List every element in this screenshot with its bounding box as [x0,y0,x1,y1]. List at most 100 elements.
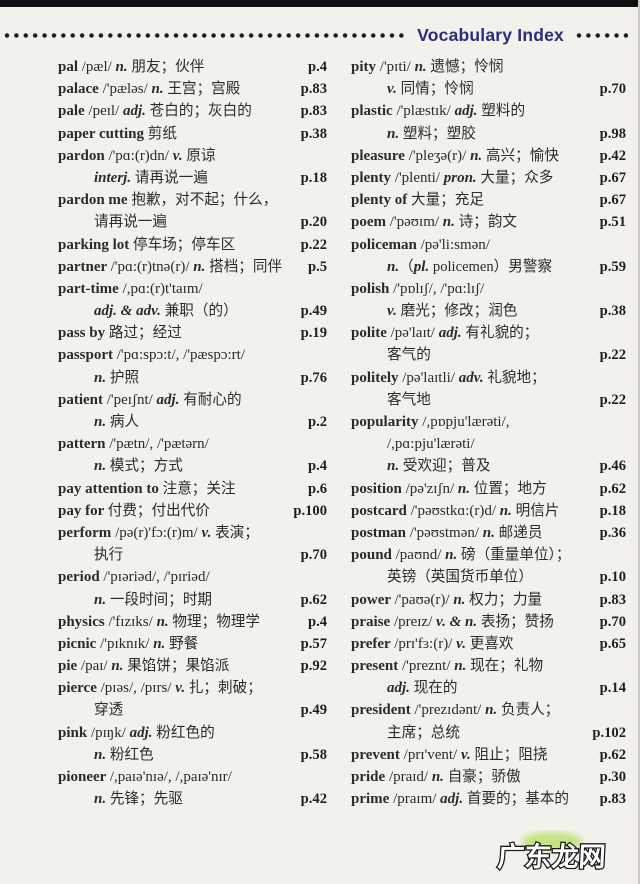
part-of-speech: n. [94,414,110,430]
vocab-entry-text: adj. 现在的 [351,677,457,699]
headword: pleasure [351,147,409,164]
headword: pie [58,658,81,675]
chinese-gloss: 现在；礼物 [470,658,544,675]
vocab-entry-text: n.（pl. policemen）男警察 [351,256,552,278]
chinese-gloss: 一段时间；时期 [109,591,213,608]
vocab-entry-text: patient /'peɪʃnt/ adj. 有耐心的 [58,389,242,411]
part-of-speech: n. [94,458,110,475]
phonetic: /'peɪʃnt/ [106,391,157,408]
headword: pity [351,59,380,75]
chinese-gloss: 抱歉，对不起；什么， [131,192,278,209]
phonetic: /'pɪəriəd/, /'pɪriəd/ [103,569,210,586]
vocab-entry-text: pity /'pɪti/ n. 遗憾；怜悯 [351,56,503,78]
headword: pound [351,547,396,564]
chinese-gloss: 更喜欢 [469,635,514,652]
vocab-line: pardon /'pɑ:(r)dn/ v. 原谅 [58,145,327,167]
vocab-entry-text: postman /'pəʊstmən/ n. 邮递员 [351,522,542,544]
vocab-entry-text: v. 同情；怜悯 [351,78,474,100]
headword: pattern [58,436,110,453]
vocab-entry-text: policeman /pə'li:smən/ [351,234,490,256]
chinese-gloss: 客气的 [387,347,431,364]
vocab-entry-text: n. 护照 [58,367,139,389]
headword: pass by [58,325,109,342]
page-number: p.67 [599,192,626,209]
vocab-entry-text: politely /pə'laɪtli/ adv. 礼貌地； [351,367,546,389]
phonetic: /pɪəs/, /pɪrs/ [100,680,176,697]
page-number: p.98 [599,125,626,142]
part-of-speech: v. [201,524,216,541]
vocab-entry-text: part-time /,pɑ:(r)t'taɪm/ [58,278,203,300]
headword: parking lot [58,236,134,253]
phonetic: /pə(r)'fɔ:(r)m/ [115,524,202,541]
phonetic: /'pætn/, /'pætərn/ [109,436,209,453]
vocab-line: prime /praɪm/ adj. 首要的；基本的 p.83 [351,788,626,810]
vocab-line: pal /pæl/ n. 朋友；伙伴 p.4 [58,56,327,78]
vocab-line: prevent /prɪ'vent/ v. 阻止；阻挠 p.62 [351,744,626,766]
part-of-speech: n. [387,125,403,142]
vocab-line: 执行 p.70 [58,544,327,566]
page-number: p.49 [300,303,328,320]
page-number: p.38 [599,303,626,320]
vocab-line: 客气地 p.22 [351,389,626,411]
headword: passport [58,347,117,364]
page-number: p.83 [599,791,626,808]
vocab-line: 英镑（英国货币单位） p.10 [351,566,626,588]
chinese-gloss: 模式；方式 [109,458,183,475]
chinese-gloss: 朋友；伙伴 [131,59,205,75]
vocab-line: position /pə'zɪʃn/ n. 位置；地方 p.62 [351,478,626,500]
chinese-gloss: 现在的 [413,680,458,697]
part-of-speech: n. [156,613,173,630]
page-number: p.22 [300,236,328,253]
vocab-line: praise /preɪz/ v. & n. 表扬；赞扬 p.70 [351,611,626,633]
part-of-speech: v. & n. [436,613,481,630]
chinese-gloss: 主席；总统 [387,724,460,741]
part-of-speech: n. [115,59,132,75]
headword: president [351,702,415,719]
chinese-gloss: 礼貌地； [487,369,546,386]
vocab-entry-text: 客气的 [351,344,431,366]
vocab-line: n. 先锋；先驱 p.42 [58,788,327,810]
chinese-gloss: 请再说一遍 [94,214,167,231]
vocab-line: polite /pə'laɪt/ adj. 有礼貌的； [351,322,626,344]
chinese-gloss: 停车场；停车区 [133,236,236,253]
vocab-entry-text: passport /'pɑ:spɔ:t/, /'pæspɔ:rt/ [58,344,245,366]
part-of-speech: v. [387,303,401,320]
page-number: p.70 [599,613,626,630]
vocab-line: n. 病人 p.2 [58,411,327,433]
vocab-entry-text: pardon me 抱歉，对不起；什么， [58,189,277,211]
chinese-gloss: 先锋；先驱 [109,791,183,808]
part-of-speech: n. [414,59,431,75]
headword: plastic [351,103,397,120]
page-number: p.76 [300,369,328,386]
vocab-line: pale /peɪl/ adj. 苍白的；灰白的 p.83 [58,100,327,122]
vocab-line: popularity /,pɒpju'lærəti/, [351,411,626,433]
phonetic: /,pɑ:pju'lærəti/ [387,436,475,453]
phonetic: /,paɪə'nɪə/, /,paɪə'nɪr/ [109,769,232,785]
phonetic: /,pɑ:(r)t'taɪm/ [122,280,203,297]
phonetic: /prɪ'fɜ:(r)/ [394,635,457,652]
page-number: p.58 [300,746,328,763]
chinese-gloss: 同情；怜悯 [400,81,474,98]
vocab-line: adj. & adv. 兼职（的） p.49 [58,300,327,322]
vocab-entry-text: poem /'pəʊɪm/ n. 诗；韵文 [351,211,517,233]
page-number: p.83 [300,81,328,98]
vocab-line: n.（pl. policemen）男警察 p.59 [351,256,626,278]
chinese-gloss: 注意；关注 [162,480,236,497]
vocab-entry-text: present /'preznt/ n. 现在；礼物 [351,655,543,677]
page-number: p.2 [307,414,328,430]
chinese-gloss: 执行 [94,547,124,564]
part-of-speech: n. [111,658,128,675]
vocab-entry-text: n. 模式；方式 [58,455,183,477]
headword: pioneer [58,769,110,785]
phonetic: /'pɑ:spɔ:t/, /'pæspɔ:rt/ [116,347,246,364]
scan-top-edge [0,0,638,7]
chinese-gloss: 兼职（的） [164,303,238,320]
vocab-line: present /'preznt/ n. 现在；礼物 [351,655,626,677]
chinese-gloss: （ [399,258,414,275]
phonetic: /pæl/ [81,59,116,75]
chinese-gloss: 表演； [215,524,259,541]
vocab-line: pardon me 抱歉，对不起；什么， [58,189,327,211]
vocab-entry-text: polish /'pɒlɪʃ/, /'pɑ:lɪʃ/ [351,278,484,300]
header: Vocabulary Index [4,24,628,46]
headword: part-time [58,280,123,297]
